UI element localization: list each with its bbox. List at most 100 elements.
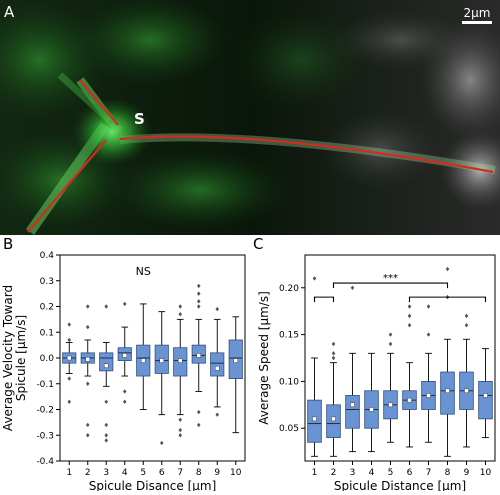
y-tick-label: -0.3 [36,431,54,441]
mean-marker [388,402,393,408]
mean-marker [85,357,90,362]
velocity-chart-panel: B 0.4 0.3 0.2 0.1 0.0 -0.1 -0.2 -0.3 -0.4 1 2 3 4 5 6 7 8… [0,235,250,493]
mean-marker [350,402,355,408]
outlier-point [178,427,183,433]
mean-marker [196,353,201,358]
box [345,395,360,429]
x-tick-label: 5 [140,468,146,478]
x-tick-label: 10 [230,468,242,478]
y-axis-label: Average Speed [μm/s] [257,291,271,425]
x-tick-label: 8 [196,468,202,478]
trace-main [119,135,494,174]
mean-marker [159,358,164,363]
significance-bracket [313,296,335,303]
panel-b-letter: B [3,235,13,253]
outlier-point [122,389,127,394]
significance-bracket [332,282,449,289]
box [210,352,225,377]
outlier-point [67,399,72,404]
x-tick-label: 9 [464,468,470,478]
outlier-point [104,422,109,428]
outlier-point [67,322,72,327]
x-tick-label: 7 [177,468,183,478]
panel-a-letter: A [4,3,15,21]
x-tick-label: 4 [122,468,128,478]
box [440,371,455,415]
x-tick-label: 9 [214,468,220,478]
outlier-point [178,433,183,438]
y-tick-label: 0.05 [279,424,299,434]
y-tick-label: 0.3 [40,277,54,287]
outlier-point [159,440,164,446]
x-tick-label: 7 [426,468,432,478]
speed-boxplot: C 0.20 0.15 0.10 0.05 1 2 3 4 5 6 7 8 9 10 Spicule Dist… [253,235,496,493]
mean-marker [122,353,127,358]
outlier-point [407,313,412,319]
outlier-point [85,433,90,438]
outlier-point [104,399,109,404]
outlier-point [85,381,90,386]
mean-marker [426,393,431,398]
box [99,352,114,372]
outlier-point [407,304,412,309]
outlier-point [196,409,201,415]
box [478,381,493,420]
micrograph-panel: 2μm S A [0,0,500,235]
outlier-point [122,399,127,404]
y-tick-label: -0.4 [36,457,54,467]
outlier-point [312,276,317,281]
y-tick-label: 0.1 [40,328,54,338]
significance-annotation: *** [383,273,398,284]
micrograph-image: 2μm S A [0,0,500,235]
outlier-point [464,313,469,319]
outlier-point [388,341,393,347]
outlier-point [215,412,220,417]
mean-marker [445,388,450,394]
x-tick-label: 2 [331,468,337,478]
mean-marker [464,388,469,394]
significance-bracket [408,296,487,303]
y-tick-label: 0.2 [40,303,54,313]
outlier-point [104,433,109,438]
x-tick-label: 1 [66,468,72,478]
cell-body [72,98,152,166]
velocity-boxplot: B 0.4 0.3 0.2 0.1 0.0 -0.1 -0.2 -0.3 -0.4 1 2 3 4 5 6 7 8… [1,235,246,493]
x-tick-label: 8 [445,468,451,478]
y-tick-label: 0.10 [279,377,299,387]
box [326,404,341,438]
x-tick-label: 2 [85,468,91,478]
outlier-point [85,422,90,428]
mean-marker [312,416,317,422]
x-tick-label: 1 [312,468,318,478]
panel-c-letter: C [253,235,263,253]
outlier-point [445,266,450,272]
outlier-point [407,323,412,328]
outlier-point [85,324,90,330]
outlier-point [67,376,72,381]
x-tick-label: 5 [388,468,394,478]
x-tick-label: 6 [407,468,413,478]
y-axis-label: Average Velocity Toward [1,285,15,431]
outlier-point [331,355,336,361]
y-axis-label: Spicule [μm/s] [14,315,28,401]
outlier-point [104,304,109,309]
outlier-point [196,422,201,428]
trace-upper [79,79,119,126]
y-tick-label: -0.2 [36,406,54,416]
mean-marker [215,366,220,371]
mean-marker [67,355,72,361]
y-tick-label: 0.0 [40,354,55,364]
scale-label: 2μm [464,6,491,20]
x-tick-label: 6 [159,468,165,478]
outlier-point [388,332,393,337]
outlier-point [331,351,336,356]
outlier-point [122,301,127,307]
x-tick-label: 3 [103,468,109,478]
outlier-point [85,304,90,309]
mean-marker [178,358,183,363]
trace-lower [27,139,107,233]
outlier-point [464,323,469,328]
y-tick-label: 0.20 [279,284,299,294]
outlier-point [196,299,201,304]
outlier-point [215,306,220,312]
